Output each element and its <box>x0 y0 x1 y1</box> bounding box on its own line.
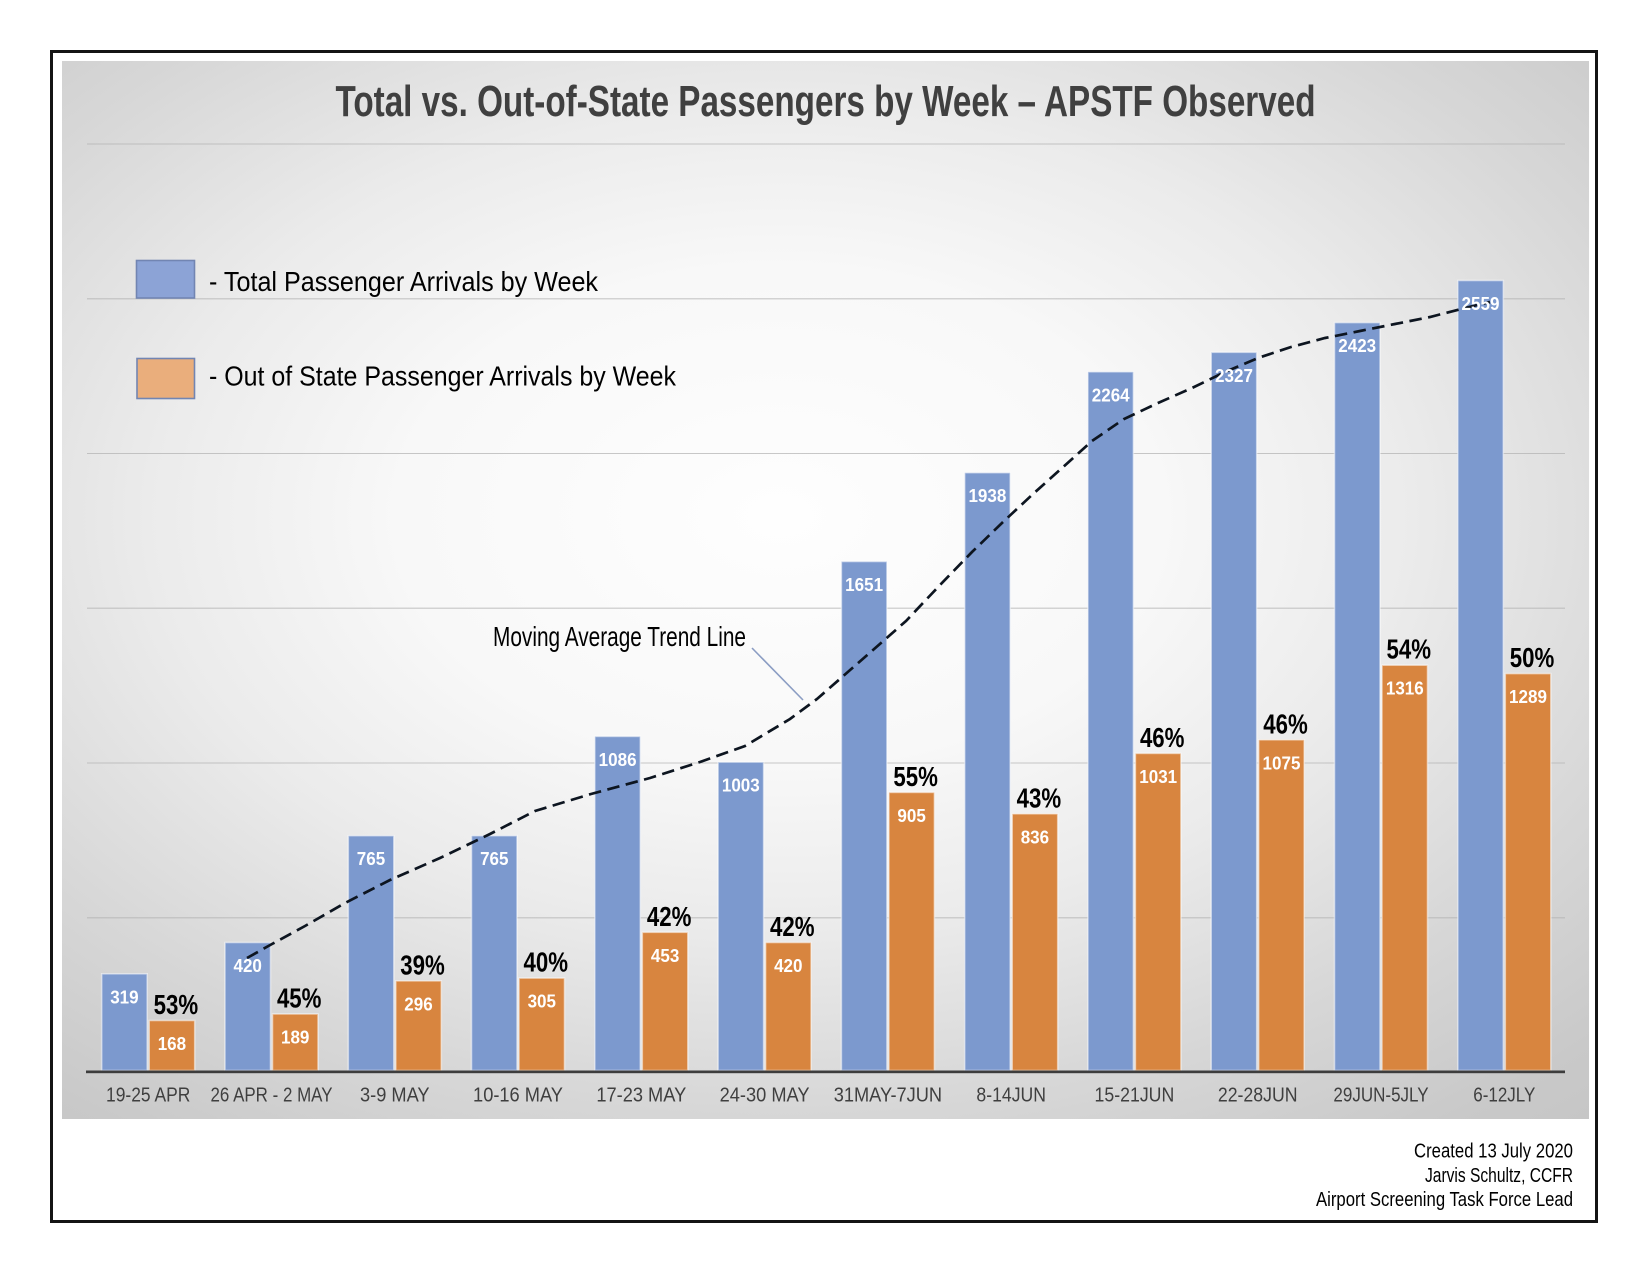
svg-text:22-28JUN: 22-28JUN <box>1218 1085 1298 1107</box>
svg-text:24-30 MAY: 24-30 MAY <box>720 1085 810 1107</box>
svg-text:Total vs. Out-of-State Passeng: Total vs. Out-of-State Passengers by Wee… <box>336 77 1316 126</box>
svg-text:- Total Passenger Arrivals by: - Total Passenger Arrivals by Week <box>209 266 599 297</box>
svg-text:Created 13 July 2020: Created 13 July 2020 <box>1414 1141 1573 1163</box>
svg-text:836: 836 <box>1021 827 1049 847</box>
svg-text:40%: 40% <box>524 947 569 978</box>
svg-text:1289: 1289 <box>1509 687 1547 707</box>
svg-text:53%: 53% <box>154 989 199 1020</box>
svg-text:905: 905 <box>897 806 925 826</box>
svg-text:10-16 MAY: 10-16 MAY <box>473 1085 563 1107</box>
svg-text:2264: 2264 <box>1092 385 1130 405</box>
svg-text:189: 189 <box>281 1028 309 1048</box>
svg-text:46%: 46% <box>1263 708 1308 739</box>
svg-text:1651: 1651 <box>845 575 883 595</box>
svg-text:45%: 45% <box>277 983 322 1014</box>
svg-text:42%: 42% <box>647 901 692 932</box>
svg-text:453: 453 <box>651 946 679 966</box>
svg-text:2559: 2559 <box>1462 294 1500 314</box>
svg-text:1031: 1031 <box>1139 767 1177 787</box>
svg-text:46%: 46% <box>1140 722 1185 753</box>
svg-text:420: 420 <box>774 956 802 976</box>
svg-text:29JUN-5JLY: 29JUN-5JLY <box>1333 1085 1428 1107</box>
svg-text:6-12JLY: 6-12JLY <box>1473 1085 1535 1107</box>
svg-text:2327: 2327 <box>1215 366 1253 386</box>
svg-text:420: 420 <box>234 956 262 976</box>
svg-text:1316: 1316 <box>1386 679 1424 699</box>
svg-text:15-21JUN: 15-21JUN <box>1095 1085 1175 1107</box>
svg-text:168: 168 <box>158 1034 186 1054</box>
svg-text:Moving Average Trend Line: Moving Average Trend Line <box>493 621 746 652</box>
svg-text:1938: 1938 <box>968 486 1006 506</box>
svg-text:296: 296 <box>404 994 432 1014</box>
svg-text:43%: 43% <box>1017 782 1062 813</box>
svg-text:1003: 1003 <box>722 776 760 796</box>
svg-text:39%: 39% <box>400 949 445 980</box>
svg-text:3-9 MAY: 3-9 MAY <box>360 1085 430 1107</box>
svg-text:31MAY-7JUN: 31MAY-7JUN <box>834 1085 942 1107</box>
svg-text:17-23 MAY: 17-23 MAY <box>596 1085 686 1107</box>
svg-text:42%: 42% <box>770 911 815 942</box>
svg-text:19-25 APR: 19-25 APR <box>106 1085 190 1107</box>
svg-text:1075: 1075 <box>1263 753 1301 773</box>
svg-text:Airport Screening Task Force L: Airport Screening Task Force Lead <box>1316 1189 1573 1211</box>
svg-text:2423: 2423 <box>1338 336 1376 356</box>
svg-text:- Out of State Passenger Arriv: - Out of State Passenger Arrivals by Wee… <box>209 361 677 392</box>
svg-text:50%: 50% <box>1510 642 1555 673</box>
svg-text:765: 765 <box>480 849 508 869</box>
svg-text:765: 765 <box>357 849 385 869</box>
svg-text:1086: 1086 <box>599 750 637 770</box>
svg-text:8-14JUN: 8-14JUN <box>976 1085 1046 1107</box>
svg-text:319: 319 <box>110 987 138 1007</box>
svg-text:26 APR - 2 MAY: 26 APR - 2 MAY <box>211 1085 333 1107</box>
svg-text:55%: 55% <box>893 761 938 792</box>
svg-text:305: 305 <box>528 992 556 1012</box>
svg-text:54%: 54% <box>1387 634 1432 665</box>
svg-text:Jarvis Schultz, CCFR: Jarvis Schultz, CCFR <box>1425 1165 1573 1187</box>
